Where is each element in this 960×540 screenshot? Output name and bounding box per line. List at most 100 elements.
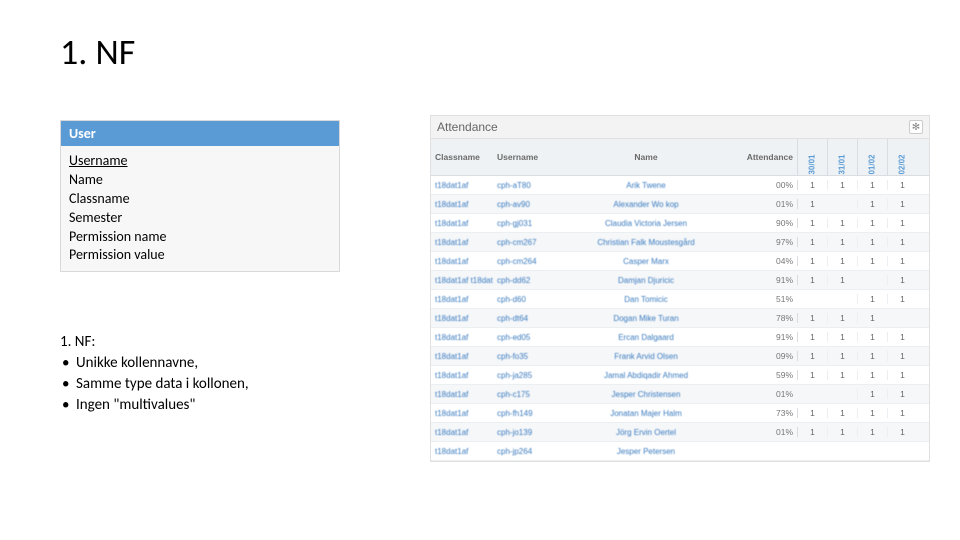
cell-username: cph-d60 [493,295,555,304]
table-row: t18dat1afcph-gj031Claudia Victoria Jerse… [431,214,929,233]
nf-bullet: Ingen "multivalues" [60,395,400,416]
user-field: Permission name [69,228,331,247]
cell-username: cph-cm267 [493,238,555,247]
cell-classname: t18dat1af [431,181,493,190]
cell-username: cph-c175 [493,390,555,399]
cell-username: cph-jp264 [493,447,555,456]
cell-classname: t18dat1af [431,295,493,304]
cell-day: 1 [857,313,887,323]
slide: 1. NF User Username Name Classname Semes… [0,0,960,540]
cell-day: 1 [857,180,887,190]
cell-day: 1 [857,199,887,209]
cell-day: 1 [797,370,827,380]
cell-day: 1 [857,256,887,266]
cell-name: Christian Falk Moustesgård [555,238,737,247]
table-row: t18dat1af t18dat2aecph-dd62Damjan Djuric… [431,271,929,290]
cell-day: 1 [827,313,857,323]
col-date: 30/01 [797,139,827,175]
cell-classname: t18dat1af [431,447,493,456]
cell-attendance: 00% [737,180,797,190]
cell-day: 1 [827,370,857,380]
cell-day: 1 [857,408,887,418]
cell-day: 1 [797,351,827,361]
cell-attendance: 90% [737,218,797,228]
cell-day: 1 [857,370,887,380]
cell-attendance: 04% [737,256,797,266]
cell-day: 1 [887,294,917,304]
cell-classname: t18dat1af t18dat2ae [431,276,493,285]
cell-name: Ercan Dalgaard [555,333,737,342]
cell-day: 1 [857,218,887,228]
cell-classname: t18dat1af [431,257,493,266]
table-row: t18dat1afcph-ed05Ercan Dalgaard91%1111 [431,328,929,347]
attendance-screenshot: Attendance ✻ Classname Username Name Att… [430,115,930,462]
cell-day: 1 [827,218,857,228]
cell-classname: t18dat1af [431,371,493,380]
nf-bullet: Unikke kollennavne, [60,353,400,374]
col-username: Username [493,146,555,168]
table-row: t18dat1afcph-cm267Christian Falk Moustes… [431,233,929,252]
cell-username: cph-dt64 [493,314,555,323]
cell-username: cph-gj031 [493,219,555,228]
cell-day: 1 [887,275,917,285]
cell-classname: t18dat1af [431,333,493,342]
cell-day: 1 [797,313,827,323]
cell-classname: t18dat1af [431,428,493,437]
user-box-body: Username Name Classname Semester Permiss… [61,146,339,271]
cell-name: Damjan Djuricic [555,276,737,285]
user-field: Classname [69,190,331,209]
user-box-header: User [61,121,339,146]
cell-classname: t18dat1af [431,200,493,209]
cell-day: 1 [887,408,917,418]
gear-icon[interactable]: ✻ [909,120,923,134]
cell-username: cph-cm264 [493,257,555,266]
screenshot-title: Attendance [437,120,498,134]
cell-username: cph-jo139 [493,428,555,437]
cell-day: 1 [887,370,917,380]
cell-attendance: 91% [737,275,797,285]
cell-day: 1 [887,256,917,266]
cell-day: 1 [887,389,917,399]
cell-day: 1 [827,351,857,361]
table-row: t18dat1afcph-av90Alexander Wo kop01%111 [431,195,929,214]
cell-username: cph-aT80 [493,181,555,190]
cell-username: cph-av90 [493,200,555,209]
cell-day: 1 [797,199,827,209]
table-row: t18dat1afcph-d60Dan Tomicic51%11 [431,290,929,309]
cell-name: Frank Arvid Olsen [555,352,737,361]
table-row: t18dat1afcph-jo139Jörg Ervin Oertel01%11… [431,423,929,442]
cell-name: Dogan Mike Turan [555,314,737,323]
cell-day: 1 [887,237,917,247]
cell-name: Jörg Ervin Oertel [555,428,737,437]
cell-attendance: 91% [737,332,797,342]
cell-day: 1 [797,332,827,342]
cell-username: cph-fh149 [493,409,555,418]
table-header: Classname Username Name Attendance 30/01… [431,139,929,176]
cell-attendance: 73% [737,408,797,418]
nf-rules: 1. NF: Unikke kollennavne, Samme type da… [60,332,400,416]
user-field: Name [69,171,331,190]
cell-attendance: 78% [737,313,797,323]
cell-username: cph-fo35 [493,352,555,361]
cell-day: 1 [797,237,827,247]
col-attendance: Attendance [737,146,797,168]
cell-day: 1 [797,180,827,190]
user-field: Semester [69,209,331,228]
nf-bullet-list: Unikke kollennavne, Samme type data i ko… [60,353,400,416]
cell-attendance: 01% [737,427,797,437]
col-date: 02/02 [887,139,917,175]
cell-day: 1 [887,427,917,437]
cell-day: 1 [797,256,827,266]
cell-name: Dan Tomicic [555,295,737,304]
col-date: 01/02 [857,139,887,175]
cell-attendance: 59% [737,370,797,380]
cell-day: 1 [857,389,887,399]
cell-attendance: 01% [737,389,797,399]
cell-day: 1 [827,256,857,266]
cell-day: 1 [887,180,917,190]
table-row: t18dat1afcph-jp264Jesper Petersen [431,442,929,461]
cell-name: Jonatan Majer Halm [555,409,737,418]
cell-name: Jamal Abdiqadir Ahmed [555,371,737,380]
cell-day: 1 [857,237,887,247]
col-name: Name [555,146,737,168]
